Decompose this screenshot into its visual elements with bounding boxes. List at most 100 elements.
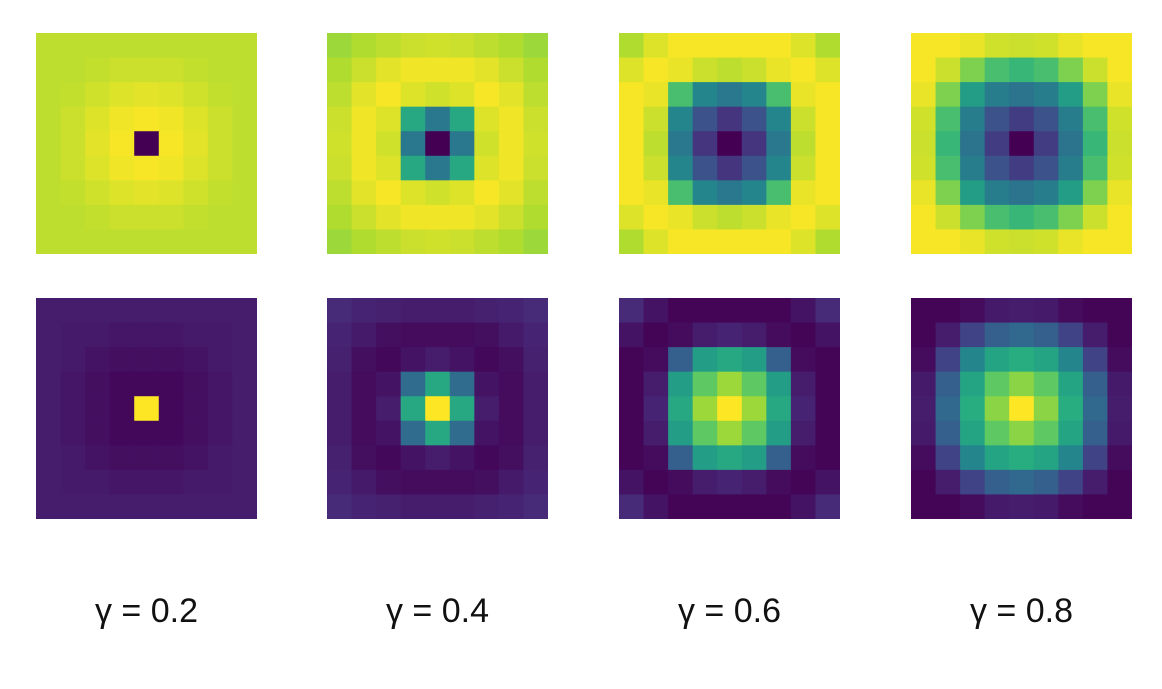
heatmap-cell bbox=[815, 494, 840, 519]
heatmap-cell bbox=[474, 106, 500, 132]
heatmap-cell bbox=[1033, 347, 1059, 373]
heatmap-cell bbox=[643, 82, 669, 108]
heatmap-cell bbox=[425, 494, 451, 519]
heatmap-cell bbox=[207, 298, 234, 324]
heatmap-cell bbox=[643, 494, 669, 519]
heatmap-cell bbox=[1082, 204, 1109, 231]
heatmap-cell bbox=[109, 371, 135, 397]
heatmap-cell bbox=[1082, 396, 1109, 422]
heatmap-cell bbox=[960, 469, 986, 496]
heatmap-cell bbox=[643, 396, 669, 422]
heatmap-cell bbox=[766, 106, 792, 132]
heatmap-cell bbox=[207, 396, 234, 422]
heatmap-cell bbox=[643, 347, 669, 373]
heatmap-cell bbox=[619, 106, 645, 132]
heatmap-cell bbox=[1009, 445, 1035, 471]
heatmap-cell bbox=[351, 469, 377, 496]
heatmap-cell bbox=[668, 229, 694, 254]
heatmap-cell bbox=[376, 57, 402, 83]
heatmap-cell bbox=[449, 347, 475, 373]
heatmap-cell bbox=[232, 82, 257, 108]
heatmap-cell bbox=[85, 155, 111, 181]
heatmap-cell bbox=[183, 469, 209, 496]
heatmap-cell bbox=[134, 347, 160, 373]
heatmap-cell bbox=[232, 57, 257, 83]
heatmap-cell bbox=[911, 57, 937, 83]
heatmap-cell bbox=[1009, 180, 1035, 206]
heatmap-cell bbox=[60, 33, 86, 59]
heatmap-cell bbox=[984, 131, 1010, 157]
heatmap-cell bbox=[1082, 347, 1109, 373]
heatmap-cell bbox=[85, 396, 111, 422]
heatmap-cell bbox=[183, 204, 209, 231]
heatmap-cell bbox=[815, 371, 840, 397]
heatmap-cell bbox=[766, 33, 792, 59]
heatmap-cell bbox=[498, 204, 525, 231]
heatmap-panel-gamma-0.6-top bbox=[619, 33, 840, 254]
heatmap-cell bbox=[109, 33, 135, 59]
heatmap-cell bbox=[134, 469, 160, 496]
heatmap-cell bbox=[134, 180, 160, 206]
heatmap-cell bbox=[984, 371, 1010, 397]
heatmap-cell bbox=[183, 396, 209, 422]
heatmap-cell bbox=[351, 106, 377, 132]
heatmap-cell bbox=[1058, 347, 1084, 373]
heatmap-cell bbox=[741, 347, 767, 373]
heatmap-cell bbox=[717, 322, 743, 348]
heatmap-cell bbox=[207, 347, 234, 373]
heatmap-cell bbox=[523, 82, 548, 108]
heatmap-cell bbox=[523, 420, 548, 446]
heatmap-cell bbox=[984, 106, 1010, 132]
heatmap-cell bbox=[935, 420, 961, 446]
heatmap-cell bbox=[619, 371, 645, 397]
heatmap-cell bbox=[474, 155, 500, 181]
heatmap-cell bbox=[984, 396, 1010, 422]
heatmap-cell bbox=[498, 322, 525, 348]
heatmap-cell bbox=[523, 494, 548, 519]
heatmap-cell bbox=[668, 106, 694, 132]
heatmap-cell bbox=[1009, 396, 1035, 422]
heatmap-cell bbox=[1033, 420, 1059, 446]
heatmap-cell bbox=[1033, 445, 1059, 471]
heatmap-cell bbox=[134, 106, 160, 132]
heatmap-cell bbox=[207, 494, 234, 519]
heatmap-cell bbox=[474, 396, 500, 422]
heatmap-cell bbox=[643, 131, 669, 157]
heatmap-cell bbox=[523, 106, 548, 132]
heatmap-cell bbox=[668, 469, 694, 496]
heatmap-cell bbox=[351, 180, 377, 206]
gamma-caption: γ = 0.2 bbox=[94, 592, 198, 630]
heatmap-cell bbox=[134, 445, 160, 471]
heatmap-panel-gamma-0.2-top bbox=[36, 33, 257, 254]
heatmap-cell bbox=[619, 131, 645, 157]
heatmap-cell bbox=[1009, 347, 1035, 373]
heatmap-cell bbox=[1082, 445, 1109, 471]
heatmap-cell bbox=[1009, 494, 1035, 519]
heatmap-cell bbox=[134, 57, 160, 83]
heatmap-cell bbox=[766, 155, 792, 181]
heatmap-cell bbox=[717, 371, 743, 397]
heatmap-cell bbox=[619, 396, 645, 422]
heatmap-cell bbox=[498, 33, 525, 59]
heatmap-cell bbox=[984, 180, 1010, 206]
heatmap-cell bbox=[984, 57, 1010, 83]
heatmap-cell bbox=[474, 469, 500, 496]
heatmap-cell bbox=[984, 347, 1010, 373]
heatmap-cell bbox=[741, 494, 767, 519]
heatmap-cell bbox=[523, 371, 548, 397]
heatmap-cell bbox=[1058, 371, 1084, 397]
heatmap-cell bbox=[960, 420, 986, 446]
heatmap-cell bbox=[449, 298, 475, 324]
heatmap-cell bbox=[327, 155, 353, 181]
heatmap-cell bbox=[741, 445, 767, 471]
heatmap-cell bbox=[911, 396, 937, 422]
heatmap-cell bbox=[183, 298, 209, 324]
heatmap-cell bbox=[911, 131, 937, 157]
heatmap-cell bbox=[741, 229, 767, 254]
heatmap-cell bbox=[815, 469, 840, 496]
heatmap-cell bbox=[1033, 396, 1059, 422]
heatmap-cell bbox=[327, 229, 353, 254]
heatmap-cell bbox=[911, 180, 937, 206]
heatmap-cell bbox=[425, 420, 451, 446]
heatmap-cell bbox=[376, 322, 402, 348]
